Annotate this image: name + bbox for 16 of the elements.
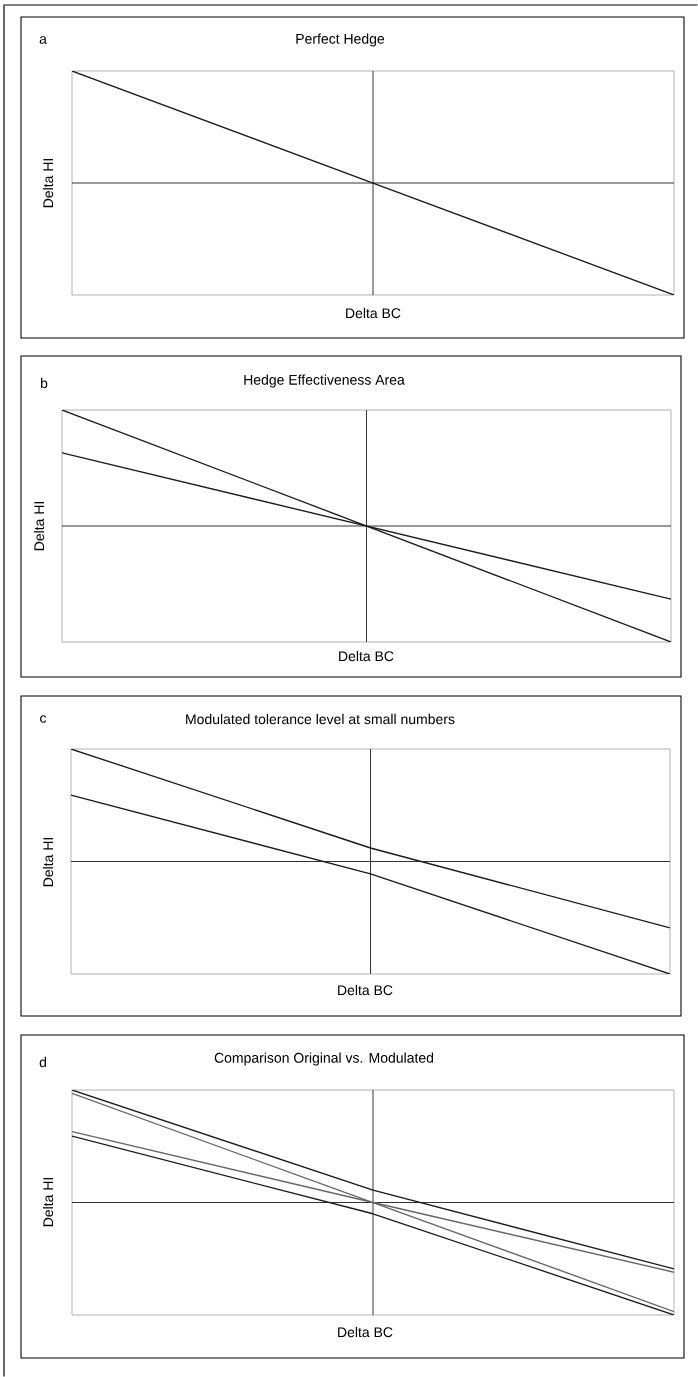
x-axis-title: Delta BC [346, 307, 401, 319]
y-axis-title: Delta HI [42, 838, 54, 887]
x-axis-title: Delta BC [339, 650, 394, 662]
chart-title: Perfect Hedge [296, 33, 385, 47]
y-axis-title: Delta HI [42, 1178, 54, 1227]
chart-title: Comparison Original vs. Modulated [214, 1052, 434, 1066]
y-axis-title: Delta HI [33, 502, 45, 551]
text: b [41, 377, 48, 389]
text: a [39, 36, 47, 44]
chart-title: Modulated tolerance level at small numbers [186, 713, 455, 725]
text: d [39, 1056, 46, 1068]
y-axis-title: Delta HI [42, 159, 54, 208]
chart-title: Hedge Effectiveness Area [244, 374, 405, 388]
x-axis-title: Delta BC [338, 984, 393, 996]
text: c [40, 715, 47, 723]
x-axis-title: Delta BC [338, 1326, 393, 1338]
